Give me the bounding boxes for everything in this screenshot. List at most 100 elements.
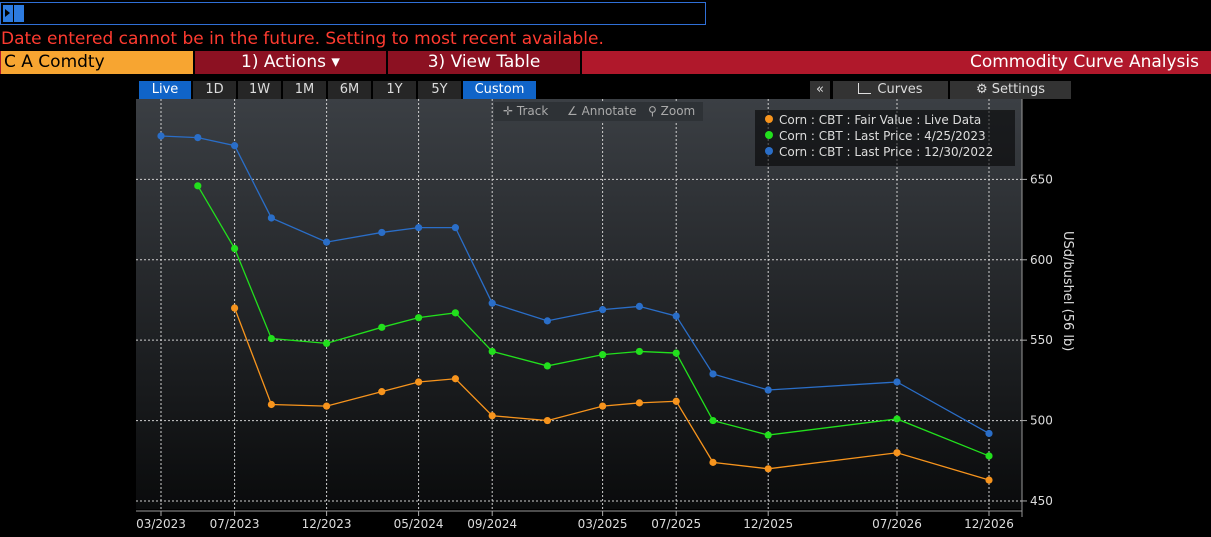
data-point xyxy=(231,244,239,253)
data-point xyxy=(323,238,331,246)
data-point xyxy=(672,349,680,357)
settings-button[interactable]: ⚙ Settings xyxy=(950,81,1071,99)
security-ticker[interactable]: C A Comdty xyxy=(1,51,193,74)
data-point xyxy=(709,458,717,466)
plot-background xyxy=(136,99,1022,509)
zoom-label: Zoom xyxy=(660,104,696,118)
x-tick-label: 03/2025 xyxy=(578,517,628,531)
toolbar-divider xyxy=(193,51,195,74)
settings-label: Settings xyxy=(991,82,1046,97)
x-tick-label: 12/2026 xyxy=(964,517,1014,531)
y-axis-label: USd/bushel (56 lb) xyxy=(1060,231,1074,351)
data-point xyxy=(543,416,551,425)
data-point xyxy=(893,449,901,457)
data-point xyxy=(599,306,607,314)
annotate-label: Annotate xyxy=(581,104,637,118)
range-button-live[interactable]: Live xyxy=(139,81,191,99)
legend-marker xyxy=(765,131,773,139)
y-tick-label: 500 xyxy=(1030,414,1053,428)
data-point xyxy=(599,402,607,410)
data-point xyxy=(378,388,386,396)
data-point xyxy=(764,465,772,473)
data-point xyxy=(267,214,275,222)
legend-marker xyxy=(765,147,773,155)
range-button-1d[interactable]: 1D xyxy=(193,81,236,99)
data-point xyxy=(985,452,993,460)
data-point xyxy=(415,224,423,232)
data-point xyxy=(543,362,551,370)
x-tick-label: 09/2024 xyxy=(467,517,517,531)
data-point xyxy=(231,142,239,150)
range-button-1m[interactable]: 1M xyxy=(283,81,326,99)
data-point xyxy=(635,347,643,356)
track-label: Track xyxy=(516,104,549,118)
legend-item: Corn : CBT : Last Price : 4/25/2023 xyxy=(765,129,986,145)
actions-button[interactable]: 1) Actions ▾ xyxy=(195,51,386,74)
data-point xyxy=(893,415,901,423)
y-tick-label: 450 xyxy=(1030,494,1053,508)
range-button-custom[interactable]: Custom xyxy=(463,81,536,99)
data-point xyxy=(194,133,202,142)
x-tick-label: 03/2023 xyxy=(136,517,186,531)
data-point xyxy=(635,399,643,407)
range-button-1w[interactable]: 1W xyxy=(238,81,281,99)
legend-label: Corn : CBT : Last Price : 4/25/2023 xyxy=(779,129,986,143)
data-point xyxy=(451,375,459,383)
series-1 xyxy=(194,182,993,460)
page-title: Commodity Curve Analysis xyxy=(969,52,1199,72)
data-point xyxy=(709,416,717,425)
magnifier-icon: ⚲ xyxy=(648,104,657,118)
zoom-tool[interactable]: ⚲ Zoom xyxy=(648,102,695,121)
command-arrow-icon xyxy=(3,5,13,22)
x-tick-label: 12/2023 xyxy=(302,517,352,531)
range-button-1y[interactable]: 1Y xyxy=(373,81,416,99)
range-button-6m[interactable]: 6M xyxy=(328,81,371,99)
y-tick-label: 550 xyxy=(1030,333,1053,347)
annotate-tool[interactable]: ∠ Annotate xyxy=(567,102,637,121)
data-point xyxy=(451,224,459,232)
data-point xyxy=(985,476,993,484)
pencil-icon: ∠ xyxy=(567,104,578,118)
data-point xyxy=(194,182,202,190)
x-tick-label: 07/2025 xyxy=(651,517,701,531)
data-point xyxy=(323,339,331,347)
gear-icon: ⚙ xyxy=(975,82,988,97)
view-table-button[interactable]: 3) View Table xyxy=(388,51,580,74)
data-point xyxy=(378,228,386,237)
data-point xyxy=(635,302,643,311)
data-point xyxy=(157,132,165,140)
data-point xyxy=(451,309,459,317)
data-point xyxy=(488,347,496,356)
track-tool[interactable]: ✛ Track xyxy=(503,102,548,121)
collapse-button[interactable]: « xyxy=(810,81,830,99)
toolbar-divider xyxy=(580,51,582,74)
data-point xyxy=(378,323,386,331)
series-2 xyxy=(157,132,993,438)
chart-area[interactable]: 03/2023 07/2023 12/2023 05/2024 09/2024 03/20… xyxy=(136,99,1075,533)
curves-label: Curves xyxy=(877,82,923,97)
data-point xyxy=(267,334,275,343)
y-tick-label: 650 xyxy=(1030,172,1053,186)
data-point xyxy=(231,304,239,312)
data-point xyxy=(764,386,772,394)
data-point xyxy=(709,370,717,378)
data-point xyxy=(543,317,551,325)
data-point xyxy=(415,378,423,386)
x-tick-label: 05/2024 xyxy=(394,517,444,531)
series-line xyxy=(197,185,990,457)
data-point xyxy=(893,378,901,386)
data-point xyxy=(415,314,423,322)
range-button-5y[interactable]: 5Y xyxy=(418,81,461,99)
crosshair-icon: ✛ xyxy=(503,104,514,118)
command-line-input[interactable] xyxy=(0,2,706,25)
curves-icon xyxy=(858,83,872,94)
legend-marker xyxy=(765,115,773,123)
x-tick-label: 12/2025 xyxy=(743,517,793,531)
curves-button[interactable]: Curves xyxy=(833,81,948,99)
data-point xyxy=(672,397,680,405)
data-point xyxy=(764,431,772,439)
legend-item: Corn : CBT : Fair Value : Live Data xyxy=(765,113,981,129)
data-point xyxy=(672,312,680,320)
line-chart[interactable]: 03/2023 07/2023 12/2023 05/2024 09/2024 03/20… xyxy=(136,99,1075,533)
text-cursor xyxy=(14,5,24,22)
